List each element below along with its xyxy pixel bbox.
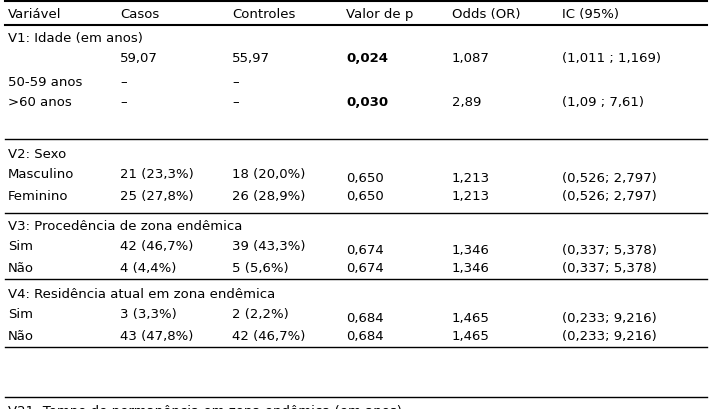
- Text: 0,684: 0,684: [346, 329, 384, 342]
- Text: (0,526; 2,797): (0,526; 2,797): [562, 172, 656, 185]
- Text: (0,337; 5,378): (0,337; 5,378): [562, 261, 657, 274]
- Text: 55,97: 55,97: [232, 52, 270, 65]
- Text: 42 (46,7%): 42 (46,7%): [232, 329, 305, 342]
- Text: Masculino: Masculino: [8, 168, 74, 180]
- Text: 18 (20,0%): 18 (20,0%): [232, 168, 305, 180]
- Text: V1: Idade (em anos): V1: Idade (em anos): [8, 32, 143, 45]
- Text: V4: Residência atual em zona endêmica: V4: Residência atual em zona endêmica: [8, 287, 276, 300]
- Text: 0,650: 0,650: [346, 172, 384, 185]
- Text: Controles: Controles: [232, 8, 295, 21]
- Text: 59,07: 59,07: [120, 52, 158, 65]
- Text: 43 (47,8%): 43 (47,8%): [120, 329, 194, 342]
- Text: 1,213: 1,213: [452, 189, 490, 202]
- Text: 1,465: 1,465: [452, 312, 490, 325]
- Text: 1,346: 1,346: [452, 261, 490, 274]
- Text: Sim: Sim: [8, 239, 33, 252]
- Text: Não: Não: [8, 261, 34, 274]
- Text: (0,526; 2,797): (0,526; 2,797): [562, 189, 656, 202]
- Text: 26 (28,9%): 26 (28,9%): [232, 189, 305, 202]
- Text: V2: Sexo: V2: Sexo: [8, 148, 66, 161]
- Text: 4 (4,4%): 4 (4,4%): [120, 261, 177, 274]
- Text: 2,89: 2,89: [452, 96, 481, 109]
- Text: 0,650: 0,650: [346, 189, 384, 202]
- Text: V3: Procedência de zona endêmica: V3: Procedência de zona endêmica: [8, 220, 242, 232]
- Text: Não: Não: [8, 329, 34, 342]
- Text: 42 (46,7%): 42 (46,7%): [120, 239, 194, 252]
- Text: Variável: Variável: [8, 8, 61, 21]
- Text: 25 (27,8%): 25 (27,8%): [120, 189, 194, 202]
- Text: (0,233; 9,216): (0,233; 9,216): [562, 312, 656, 325]
- Text: 50-59 anos: 50-59 anos: [8, 76, 83, 89]
- Text: (1,011 ; 1,169): (1,011 ; 1,169): [562, 52, 661, 65]
- Text: 0,674: 0,674: [346, 244, 384, 257]
- Text: 1,087: 1,087: [452, 52, 490, 65]
- Text: 2 (2,2%): 2 (2,2%): [232, 307, 289, 320]
- Text: –: –: [120, 76, 127, 89]
- Text: Casos: Casos: [120, 8, 159, 21]
- Text: V21: Tempo de permanência em zona endêmica (em anos): V21: Tempo de permanência em zona endêmi…: [8, 404, 402, 409]
- Text: 0,024: 0,024: [346, 52, 388, 65]
- Text: 0,684: 0,684: [346, 312, 384, 325]
- Text: (0,233; 9,216): (0,233; 9,216): [562, 329, 656, 342]
- Text: Odds (OR): Odds (OR): [452, 8, 520, 21]
- Text: –: –: [120, 96, 127, 109]
- Text: –: –: [232, 76, 239, 89]
- Text: IC (95%): IC (95%): [562, 8, 619, 21]
- Text: 21 (23,3%): 21 (23,3%): [120, 168, 194, 180]
- Text: Sim: Sim: [8, 307, 33, 320]
- Text: 1,346: 1,346: [452, 244, 490, 257]
- Text: 1,465: 1,465: [452, 329, 490, 342]
- Text: –: –: [232, 96, 239, 109]
- Text: (1,09 ; 7,61): (1,09 ; 7,61): [562, 96, 644, 109]
- Text: Valor de p: Valor de p: [346, 8, 414, 21]
- Text: 3 (3,3%): 3 (3,3%): [120, 307, 177, 320]
- Text: >60 anos: >60 anos: [8, 96, 72, 109]
- Text: 5 (5,6%): 5 (5,6%): [232, 261, 288, 274]
- Text: 1,213: 1,213: [452, 172, 490, 185]
- Text: 0,030: 0,030: [346, 96, 388, 109]
- Text: 39 (43,3%): 39 (43,3%): [232, 239, 305, 252]
- Text: Feminino: Feminino: [8, 189, 68, 202]
- Text: 0,674: 0,674: [346, 261, 384, 274]
- Text: (0,337; 5,378): (0,337; 5,378): [562, 244, 657, 257]
